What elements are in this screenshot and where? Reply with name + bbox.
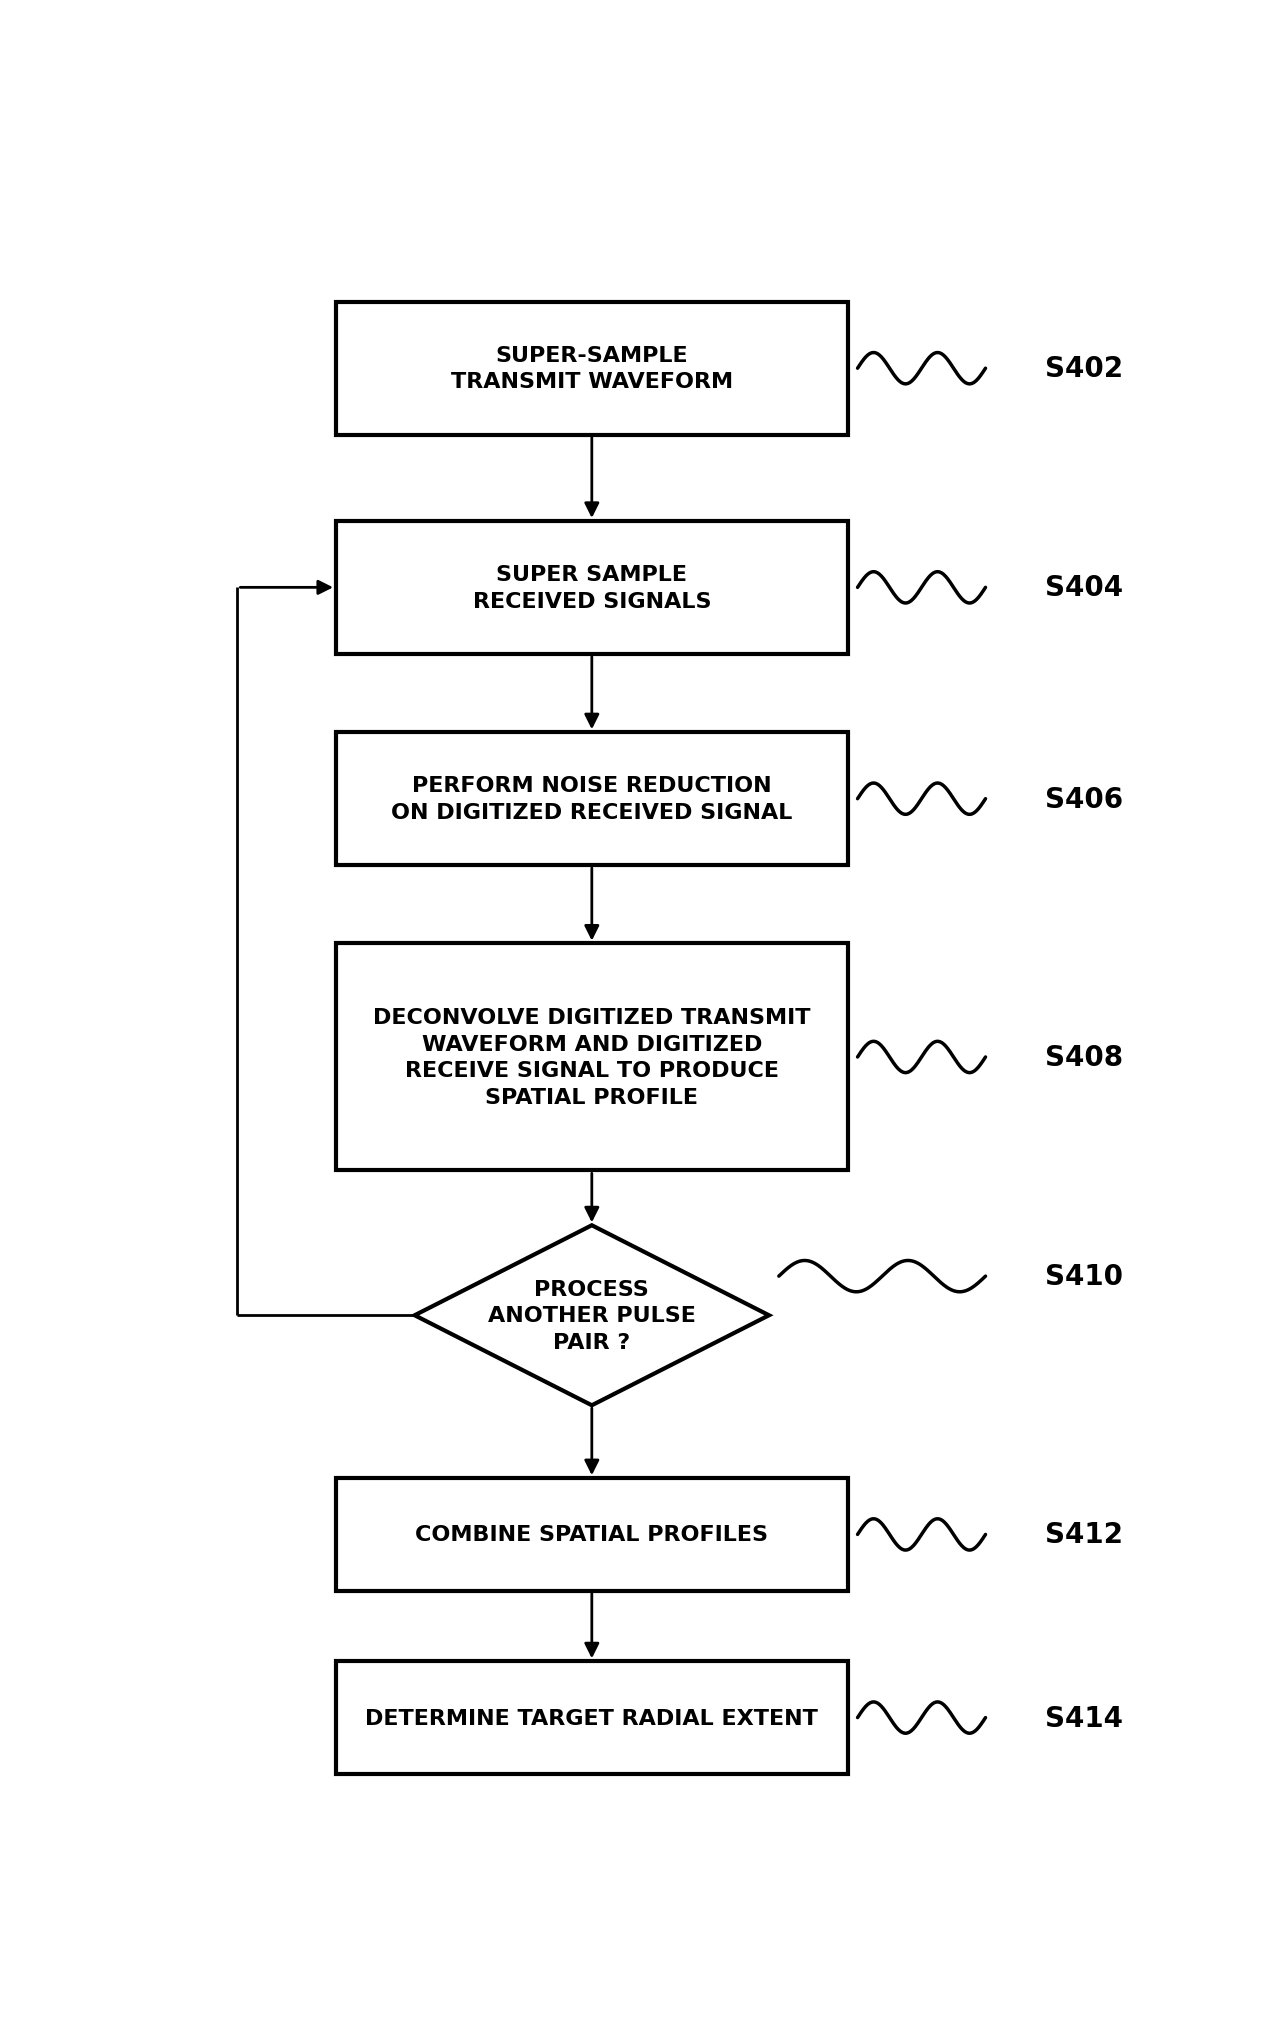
- Bar: [335, 1662, 847, 1774]
- Bar: [335, 734, 847, 866]
- Text: S404: S404: [1044, 575, 1123, 601]
- Text: S406: S406: [1044, 784, 1123, 813]
- Text: PROCESS
ANOTHER PULSE
PAIR ?: PROCESS ANOTHER PULSE PAIR ?: [488, 1280, 696, 1351]
- Text: DECONVOLVE DIGITIZED TRANSMIT
WAVEFORM AND DIGITIZED
RECEIVE SIGNAL TO PRODUCE
S: DECONVOLVE DIGITIZED TRANSMIT WAVEFORM A…: [373, 1008, 810, 1107]
- Bar: [335, 1479, 847, 1591]
- Text: S408: S408: [1044, 1044, 1123, 1071]
- Text: COMBINE SPATIAL PROFILES: COMBINE SPATIAL PROFILES: [415, 1524, 768, 1544]
- Text: S410: S410: [1044, 1262, 1123, 1290]
- Text: S402: S402: [1044, 356, 1123, 382]
- Bar: [335, 303, 847, 435]
- Text: SUPER SAMPLE
RECEIVED SIGNALS: SUPER SAMPLE RECEIVED SIGNALS: [472, 565, 711, 612]
- Polygon shape: [414, 1225, 770, 1406]
- Bar: [335, 945, 847, 1170]
- Text: SUPER-SAMPLE
TRANSMIT WAVEFORM: SUPER-SAMPLE TRANSMIT WAVEFORM: [451, 345, 733, 392]
- Text: S412: S412: [1044, 1520, 1123, 1548]
- Text: S414: S414: [1044, 1703, 1123, 1731]
- Bar: [335, 522, 847, 654]
- Text: DETERMINE TARGET RADIAL EXTENT: DETERMINE TARGET RADIAL EXTENT: [366, 1707, 818, 1727]
- Text: PERFORM NOISE REDUCTION
ON DIGITIZED RECEIVED SIGNAL: PERFORM NOISE REDUCTION ON DIGITIZED REC…: [391, 776, 792, 823]
